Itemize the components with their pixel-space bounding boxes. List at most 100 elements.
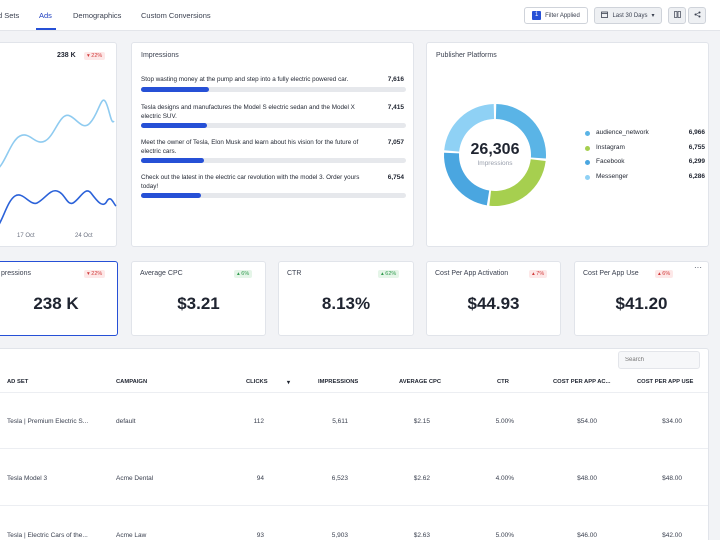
sort-desc-icon[interactable]: ▾: [287, 380, 291, 386]
legend-swatch: [585, 160, 590, 165]
cell-ctr: 5.00%: [495, 418, 514, 425]
legend-item[interactable]: Messenger 6,286: [585, 173, 705, 183]
table-search-input[interactable]: [618, 351, 700, 369]
tab-ad-sets[interactable]: d Sets: [0, 11, 20, 20]
donut-slice-facebook[interactable]: [444, 152, 490, 206]
legend-value: 6,755: [688, 144, 705, 151]
cell-cost-per-app-activation: $48.00: [577, 475, 597, 482]
cell-average-cpc: $2.15: [413, 418, 430, 425]
date-range-button[interactable]: Last 30 Days ▾: [594, 7, 662, 24]
col-header-impressions[interactable]: IMPRESSIONS: [318, 379, 359, 385]
legend-swatch: [585, 146, 590, 151]
trend-x-tick-2: 24 Oct: [75, 233, 93, 239]
legend-value: 6,286: [688, 173, 705, 180]
col-header-average-cpc[interactable]: AVERAGE CPC: [399, 379, 442, 385]
tab-custom-conversions[interactable]: Custom Conversions: [141, 11, 211, 20]
active-tab-indicator: [36, 28, 56, 30]
legend-item[interactable]: Instagram 6,755: [585, 144, 705, 154]
columns-icon: [673, 11, 681, 20]
col-header-ctr[interactable]: CTR: [497, 379, 509, 385]
table-row-divider: [0, 448, 708, 449]
kpi-value: 8.13%: [321, 294, 371, 313]
kpi-card-cost-per-app-use[interactable]: Cost Per App Use ▴ 6% ··· $41.20: [574, 261, 709, 336]
kpi-title: Cost Per App Activation: [435, 270, 509, 277]
ad-impressions-value: 7,616: [387, 76, 404, 83]
ad-impressions-bar: [141, 158, 205, 163]
ad-impressions-bar: [141, 123, 208, 128]
cell-cost-per-app-activation: $54.00: [577, 418, 597, 425]
legend-value: 6,299: [688, 158, 705, 165]
ad-impressions-bar: [141, 87, 209, 92]
col-header-cost-per-app-activation[interactable]: COST PER APP AC...: [553, 379, 611, 385]
kpi-delta-badge: ▴ 6%: [655, 270, 674, 278]
kpi-value: $41.20: [615, 294, 668, 313]
kpi-title: pressions: [1, 270, 31, 277]
share-button[interactable]: [688, 7, 706, 24]
kpi-card-impressions[interactable]: pressions ▾ 22% 238 K: [0, 261, 118, 336]
legend-label: Instagram: [596, 144, 625, 151]
cell-cost-per-app-use: $34.00: [662, 418, 682, 425]
filter-button[interactable]: 1 Filter Applied: [524, 7, 588, 24]
cell-impressions: 5,611: [332, 418, 348, 425]
impressions-card-title: Impressions: [141, 52, 179, 59]
donut-slice-instagram[interactable]: [489, 159, 546, 206]
kpi-delta-badge: ▴ 7%: [529, 270, 548, 278]
chevron-down-icon: ▾: [651, 13, 655, 19]
donut-slice-messenger[interactable]: [444, 104, 495, 152]
kpi-title: CTR: [287, 270, 302, 277]
publisher-platforms-card: Publisher Platforms 26,306 Impressions a…: [426, 42, 709, 247]
ad-impressions-bar-track: [141, 158, 406, 163]
legend-item[interactable]: audience_network 6,966: [585, 129, 705, 139]
share-icon: [694, 11, 701, 20]
legend-swatch: [585, 131, 590, 136]
ad-impressions-value: 6,754: [387, 174, 404, 181]
kpi-card-cost-per-app-activation[interactable]: Cost Per App Activation ▴ 7% $44.93: [426, 261, 561, 336]
col-header-campaign[interactable]: CAMPAIGN: [116, 379, 148, 385]
ad-text: Check out the latest in the electric car…: [141, 174, 360, 190]
date-range-label: Last 30 Days: [612, 12, 648, 19]
ad-impressions-value: 7,057: [387, 139, 404, 146]
col-header-cost-per-app-use[interactable]: COST PER APP USE: [637, 379, 694, 385]
cell-ctr: 5.00%: [495, 532, 514, 539]
tab-ads[interactable]: Ads: [39, 11, 52, 20]
kpi-title: Cost Per App Use: [583, 270, 639, 277]
trend-total: 238 K: [57, 52, 76, 59]
ad-text: Meet the owner of Tesla, Elon Musk and l…: [141, 139, 359, 155]
kpi-value: $44.93: [467, 294, 520, 313]
ad-impressions-bar-track: [141, 87, 406, 92]
legend-label: Messenger: [596, 173, 629, 180]
ad-impressions-bar: [141, 193, 202, 198]
legend-swatch: [585, 175, 590, 180]
col-header-clicks[interactable]: CLICKS: [246, 379, 268, 385]
legend-label: Facebook: [596, 158, 625, 165]
kpi-card-ctr[interactable]: CTR ▴ 62% 8.13%: [278, 261, 414, 336]
trend-line-chart: [0, 99, 117, 225]
calendar-icon: [601, 11, 609, 20]
kpi-title: Average CPC: [140, 270, 183, 277]
cell-average-cpc: $2.63: [413, 532, 430, 539]
more-options-icon[interactable]: ···: [694, 263, 702, 272]
kpi-value: 238 K: [33, 294, 79, 313]
kpi-card-average-cpc[interactable]: Average CPC ▴ 6% $3.21: [131, 261, 266, 336]
donut-total: 26,306: [470, 141, 520, 158]
cell-impressions: 6,523: [331, 475, 348, 482]
publisher-donut-chart: [444, 104, 546, 206]
trend-line-dark: [0, 189, 117, 225]
cell-campaign: Acme Dental: [116, 475, 154, 482]
view-toggle-button[interactable]: [668, 7, 686, 24]
cell-campaign: default: [116, 418, 136, 425]
cell-clicks: 94: [256, 475, 264, 482]
kpi-value: $3.21: [177, 294, 220, 313]
legend-label: audience_network: [596, 129, 649, 136]
legend-item[interactable]: Facebook 6,299: [585, 158, 705, 168]
cell-clicks: 112: [253, 418, 264, 425]
cell-clicks: 93: [256, 532, 264, 539]
tab-demographics[interactable]: Demographics: [73, 11, 122, 20]
donut-slice-audience-network[interactable]: [495, 104, 546, 159]
cell-cost-per-app-activation: $46.00: [577, 532, 597, 539]
col-header-ad-set[interactable]: AD SET: [7, 379, 29, 385]
cell-ad-set: Tesla | Electric Cars of the...: [7, 532, 88, 539]
cell-cost-per-app-use: $42.00: [662, 532, 682, 539]
ad-impressions-bar-track: [141, 123, 406, 128]
filter-label: Filter Applied: [545, 12, 580, 19]
